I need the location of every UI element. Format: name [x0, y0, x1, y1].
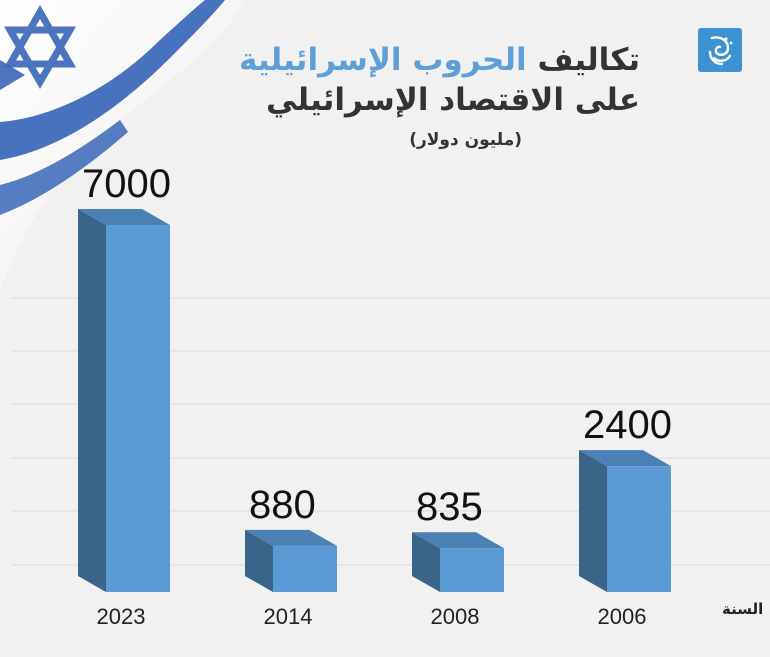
value-label-2023: 7000: [82, 162, 171, 206]
bar-2006: [579, 450, 671, 592]
bar-2023: [78, 209, 170, 592]
chart-title: تكاليف الحروب الإسرائيلية على الاقتصاد ا…: [140, 40, 640, 120]
bar-2008: [412, 532, 504, 592]
bar-front: [106, 225, 170, 592]
bar-front: [440, 548, 504, 592]
value-label-2014: 880: [249, 483, 316, 527]
bar-side: [579, 450, 607, 592]
bar-top: [579, 450, 671, 467]
value-label-2008: 835: [416, 485, 483, 529]
bar-2014: [245, 529, 337, 592]
title-line-1: تكاليف الحروب الإسرائيلية: [239, 42, 640, 78]
category-label-2006: 2006: [598, 604, 647, 629]
bar-front: [607, 466, 671, 592]
labels: 7000 2023 880 2014 835 2008 2400 2006: [82, 162, 672, 629]
bar-top: [78, 209, 170, 225]
bar-side: [78, 209, 106, 592]
aljazeera-logo-icon: [698, 28, 742, 72]
title-highlight: الحروب الإسرائيلية: [239, 42, 527, 78]
category-label-2008: 2008: [431, 604, 480, 629]
title-line-2: على الاقتصاد الإسرائيلي: [266, 82, 640, 118]
bar-top: [245, 529, 337, 546]
israel-flag-icon: [0, 0, 245, 290]
chart-subtitle: (مليون دولار): [409, 130, 522, 150]
category-label-2014: 2014: [264, 604, 313, 629]
value-label-2006: 2400: [583, 403, 672, 447]
bar-front: [273, 545, 337, 592]
bars: [78, 209, 671, 592]
x-axis-title: السنة: [722, 600, 764, 618]
category-label-2023: 2023: [97, 604, 146, 629]
bar-top: [412, 532, 504, 549]
bar-side: [412, 532, 440, 592]
bar-side: [245, 529, 273, 592]
